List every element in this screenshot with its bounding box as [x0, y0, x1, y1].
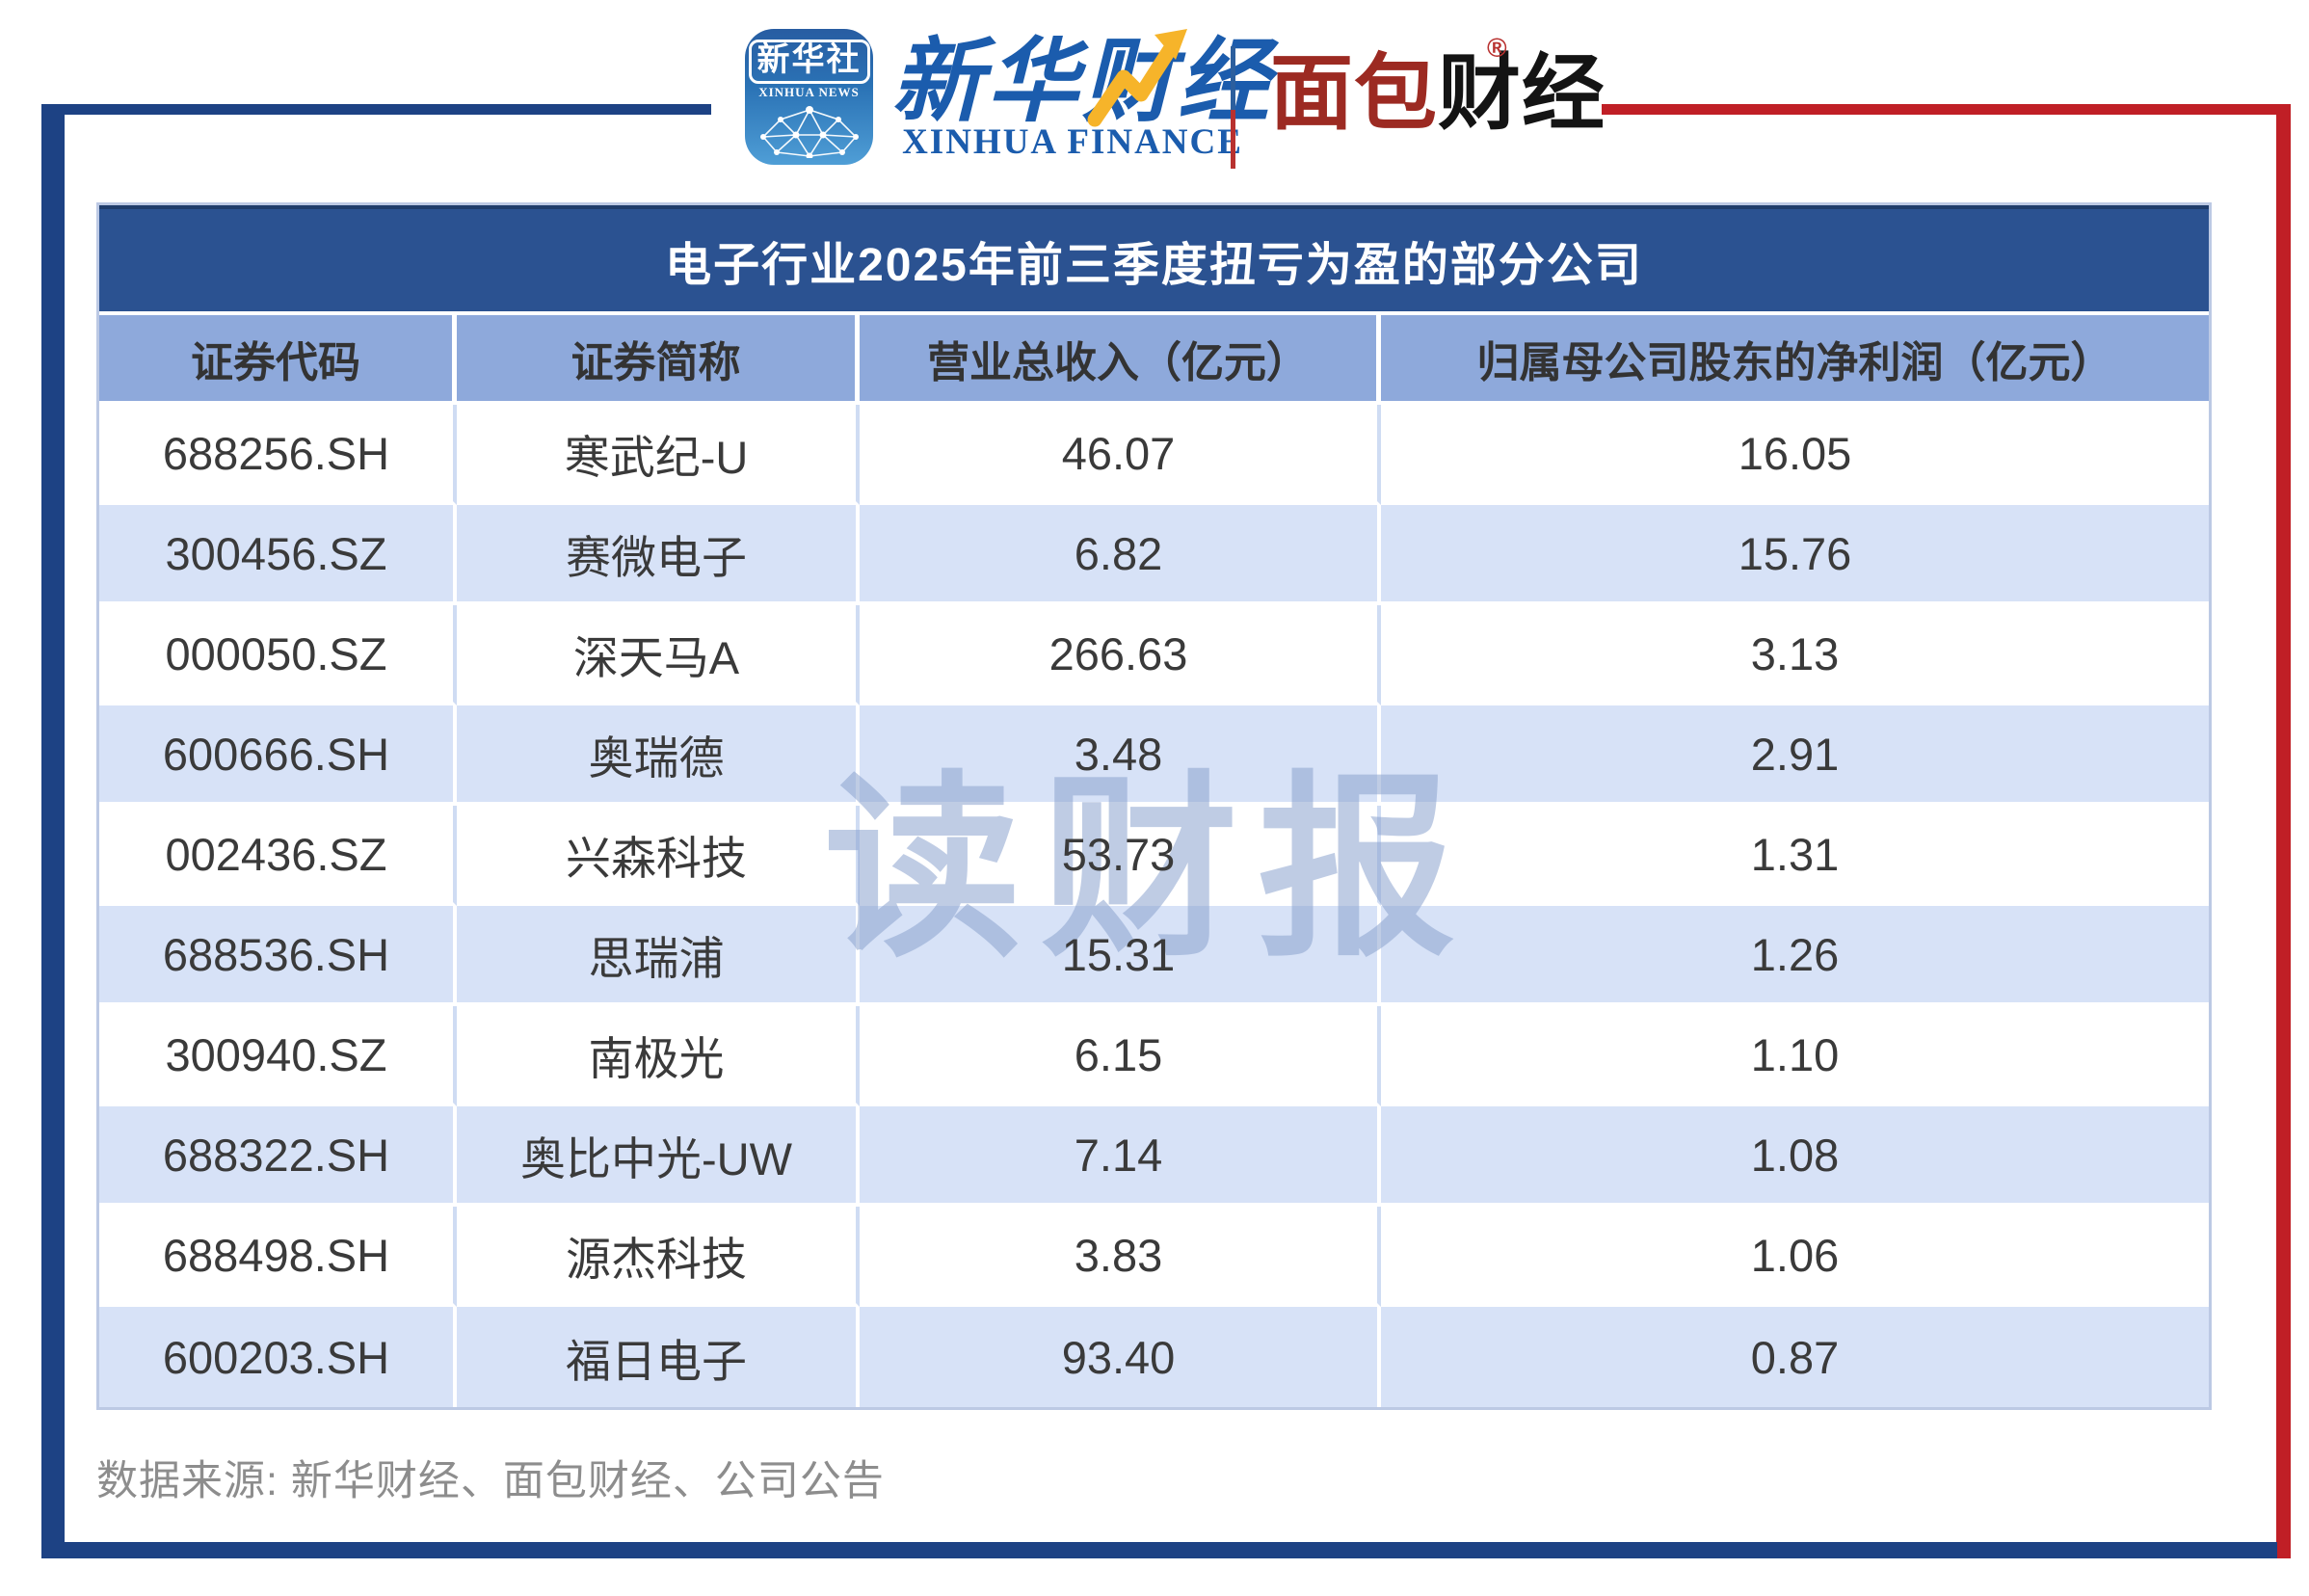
cell-name: 寒武纪-U	[457, 405, 860, 505]
cell-revenue: 93.40	[860, 1307, 1381, 1407]
cell-code: 002436.SZ	[99, 806, 457, 906]
table-row: 600666.SH 奥瑞德 3.48 2.91	[99, 705, 2209, 806]
frame-top-right-line	[1602, 104, 2291, 115]
rising-arrow-icon	[1087, 27, 1193, 132]
bread-finance-logo: 面包财经	[1270, 48, 1606, 140]
cell-code: 688256.SH	[99, 405, 457, 505]
frame-right-bar	[2276, 104, 2291, 1558]
cell-name: 福日电子	[457, 1307, 860, 1407]
cell-revenue: 6.82	[860, 505, 1381, 605]
cell-profit: 1.10	[1381, 1006, 2209, 1106]
cell-name: 深天马A	[457, 605, 860, 705]
cell-code: 688498.SH	[99, 1207, 457, 1307]
cell-profit: 0.87	[1381, 1307, 2209, 1407]
table-title: 电子行业2025年前三季度扭亏为盈的部分公司	[99, 205, 2209, 311]
logo-divider-line	[1231, 46, 1235, 169]
table-row: 688498.SH 源杰科技 3.83 1.06	[99, 1207, 2209, 1307]
network-globe-icon	[745, 102, 873, 163]
cell-name: 源杰科技	[457, 1207, 860, 1307]
cell-revenue: 6.15	[860, 1006, 1381, 1106]
table-row: 300456.SZ 赛微电子 6.82 15.76	[99, 505, 2209, 605]
cell-revenue: 46.07	[860, 405, 1381, 505]
cell-profit: 1.26	[1381, 906, 2209, 1006]
cell-revenue: 15.31	[860, 906, 1381, 1006]
xinhua-news-cn-label: 新华社	[748, 40, 870, 84]
cell-revenue: 53.73	[860, 806, 1381, 906]
table-header-row: 证券代码 证券简称 营业总收入（亿元） 归属母公司股东的净利润（亿元）	[99, 311, 2209, 405]
cell-name: 奥比中光-UW	[457, 1106, 860, 1207]
cell-profit: 16.05	[1381, 405, 2209, 505]
column-header-revenue: 营业总收入（亿元）	[860, 311, 1381, 405]
column-header-code: 证券代码	[99, 311, 457, 405]
cell-code: 688322.SH	[99, 1106, 457, 1207]
data-source-note: 数据来源: 新华财经、面包财经、公司公告	[96, 1458, 885, 1504]
companies-table: 证券代码 证券简称 营业总收入（亿元） 归属母公司股东的净利润（亿元） 6882…	[99, 311, 2209, 1407]
bread-finance-cn-red: 面包	[1270, 47, 1438, 140]
xinhua-news-logo-icon: 新华社 XINHUA NEWS	[745, 29, 873, 165]
cell-profit: 1.08	[1381, 1106, 2209, 1207]
table-row: 688322.SH 奥比中光-UW 7.14 1.08	[99, 1106, 2209, 1207]
frame-top-left-line	[41, 104, 711, 115]
cell-name: 奥瑞德	[457, 705, 860, 806]
cell-name: 南极光	[457, 1006, 860, 1106]
xinhua-finance-en-wordmark: XINHUA FINANCE	[902, 122, 1243, 162]
cell-revenue: 3.83	[860, 1207, 1381, 1307]
cell-revenue: 7.14	[860, 1106, 1381, 1207]
frame-left-bar	[41, 104, 65, 1558]
cell-revenue: 3.48	[860, 705, 1381, 806]
registered-trademark-icon: ®	[1487, 33, 1507, 63]
cell-name: 赛微电子	[457, 505, 860, 605]
cell-profit: 1.06	[1381, 1207, 2209, 1307]
cell-code: 300940.SZ	[99, 1006, 457, 1106]
table-row: 000050.SZ 深天马A 266.63 3.13	[99, 605, 2209, 705]
xinhua-finance-cn-wordmark: 新华财经	[891, 28, 1274, 135]
cell-profit: 15.76	[1381, 505, 2209, 605]
cell-name: 思瑞浦	[457, 906, 860, 1006]
table-row: 688256.SH 寒武纪-U 46.07 16.05	[99, 405, 2209, 505]
cell-name: 兴森科技	[457, 806, 860, 906]
cell-code: 000050.SZ	[99, 605, 457, 705]
column-header-profit: 归属母公司股东的净利润（亿元）	[1381, 311, 2209, 405]
frame-bottom-bar	[41, 1542, 2277, 1558]
xinhua-news-en-label: XINHUA NEWS	[758, 84, 860, 99]
table-row: 688536.SH 思瑞浦 15.31 1.26	[99, 906, 2209, 1006]
cell-code: 600666.SH	[99, 705, 457, 806]
cell-code: 300456.SZ	[99, 505, 457, 605]
table-row: 002436.SZ 兴森科技 53.73 1.31	[99, 806, 2209, 906]
cell-code: 600203.SH	[99, 1307, 457, 1407]
table-row: 600203.SH 福日电子 93.40 0.87	[99, 1307, 2209, 1407]
cell-profit: 2.91	[1381, 705, 2209, 806]
column-header-name: 证券简称	[457, 311, 860, 405]
data-table-panel: 电子行业2025年前三季度扭亏为盈的部分公司 证券代码 证券简称 营业总收入（亿…	[96, 202, 2212, 1410]
cell-profit: 1.31	[1381, 806, 2209, 906]
cell-revenue: 266.63	[860, 605, 1381, 705]
table-row: 300940.SZ 南极光 6.15 1.10	[99, 1006, 2209, 1106]
bread-finance-cn-black: 财经	[1438, 47, 1606, 140]
cell-code: 688536.SH	[99, 906, 457, 1006]
cell-profit: 3.13	[1381, 605, 2209, 705]
